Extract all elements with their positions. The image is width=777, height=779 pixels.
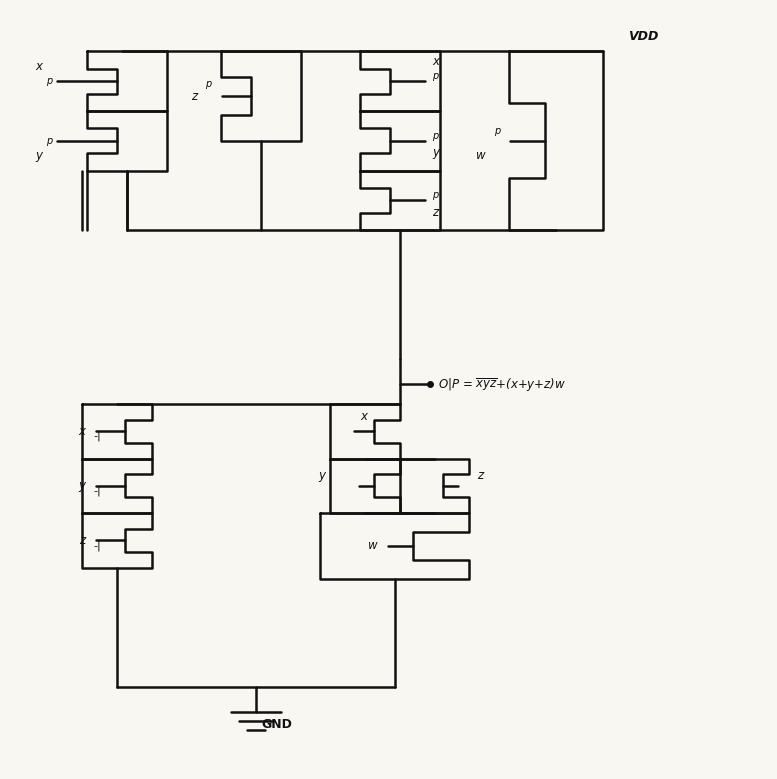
Text: p: p [494,126,500,136]
Text: z: z [477,470,483,482]
Text: x: x [78,425,85,438]
Text: x: x [360,410,367,423]
Text: -|: -| [93,540,101,551]
Text: -|: -| [93,485,101,496]
Text: z: z [190,90,197,103]
Text: p: p [46,136,52,146]
Text: y: y [319,470,326,482]
Text: w: w [368,539,378,552]
Text: y: y [36,150,43,162]
Text: O|P = $\overline{xyz}$+(x+y+z)w: O|P = $\overline{xyz}$+(x+y+z)w [437,375,566,393]
Text: p: p [205,79,211,90]
Text: p: p [432,131,438,141]
Text: w: w [476,150,486,162]
Text: z: z [432,206,438,219]
Text: x: x [432,55,439,68]
Text: VDD: VDD [629,30,659,43]
Text: x: x [36,60,43,72]
Text: y: y [432,146,439,159]
Text: p: p [432,190,438,200]
Text: p: p [432,71,438,81]
Text: GND: GND [261,718,292,731]
Text: -|: -| [93,431,101,442]
Text: z: z [79,534,85,547]
Text: y: y [78,479,85,492]
Text: p: p [46,76,52,86]
